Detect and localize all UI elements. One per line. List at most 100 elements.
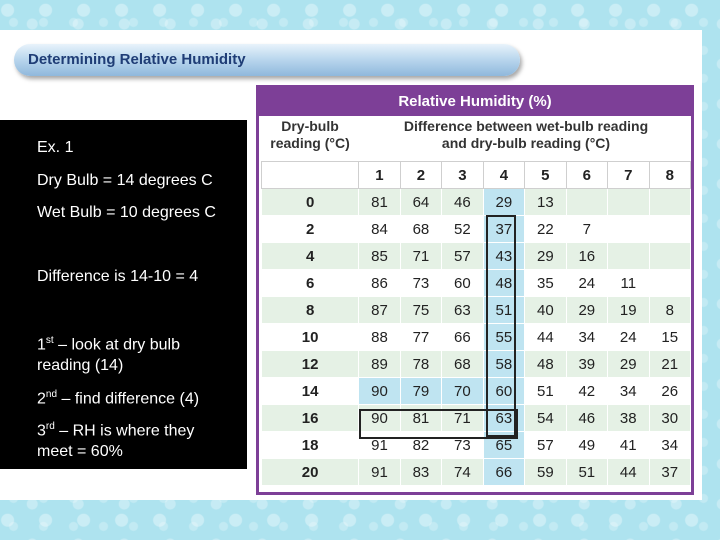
humidity-cell: 29 [482, 188, 526, 216]
difference-header-line-2: and dry-bulb reading (°C) [441, 135, 611, 151]
column-header: 3 [441, 161, 484, 189]
dry-bulb-header-line-1: Dry-bulb [281, 118, 339, 134]
humidity-cell: 60 [482, 377, 526, 405]
humidity-cell: 29 [565, 296, 609, 324]
humidity-cell: 11 [607, 269, 650, 297]
dry-bulb-cell: 20 [260, 458, 360, 486]
humidity-cell: 30 [648, 404, 691, 432]
humidity-cell [648, 188, 691, 216]
table-title: Relative Humidity (%) [259, 88, 691, 116]
humidity-cell: 88 [358, 323, 401, 351]
dry-bulb-header-line-2: reading (°C) [270, 135, 350, 151]
dry-bulb-cell: 8 [260, 296, 360, 324]
title-banner: Determining Relative Humidity [14, 44, 520, 76]
humidity-cell: 90 [358, 377, 401, 405]
humidity-cell: 26 [648, 377, 691, 405]
humidity-cell: 43 [482, 242, 526, 270]
humidity-cell: 42 [565, 377, 609, 405]
humidity-cell: 51 [565, 458, 609, 486]
humidity-cell: 84 [358, 215, 401, 243]
humidity-cell: 66 [441, 323, 484, 351]
humidity-cell [607, 242, 650, 270]
humidity-cell: 46 [565, 404, 609, 432]
step-3-ordinal: rd [45, 421, 55, 432]
humidity-cell: 73 [399, 269, 443, 297]
column-header: 7 [607, 161, 650, 189]
table-row: 16 90 81 71 63 54 46 38 30 [260, 404, 691, 432]
humidity-cell: 82 [399, 431, 443, 459]
humidity-cell: 70 [441, 377, 484, 405]
humidity-cell: 37 [482, 215, 526, 243]
humidity-cell: 19 [607, 296, 650, 324]
humidity-table: 1 2 3 4 5 6 7 8 0 81 64 46 29 13 2 84 68 52 37 22 7 4 85 71 57 43… [260, 161, 691, 486]
example-textbox: Ex. 1 Dry Bulb = 14 degrees C Wet Bulb =… [0, 120, 247, 469]
dry-bulb-cell: 4 [260, 242, 360, 270]
step-3-description-2: meet = 60% [37, 443, 123, 461]
humidity-cell: 51 [482, 296, 526, 324]
humidity-cell: 77 [399, 323, 443, 351]
humidity-cell: 54 [524, 404, 567, 432]
dry-bulb-cell: 16 [260, 404, 360, 432]
step-2-text: 2nd – find difference (4) [37, 384, 199, 409]
humidity-cell: 83 [399, 458, 443, 486]
humidity-cell: 57 [441, 242, 484, 270]
table-row: 0 81 64 46 29 13 [260, 188, 691, 216]
humidity-cell: 71 [399, 242, 443, 270]
banner-title: Determining Relative Humidity [28, 51, 246, 68]
step-1-description: – look at dry bulb [53, 336, 180, 354]
humidity-cell: 79 [399, 377, 443, 405]
humidity-cell: 68 [441, 350, 484, 378]
humidity-cell: 24 [607, 323, 650, 351]
step-1-number: 1 [37, 336, 46, 354]
humidity-cell: 91 [358, 458, 401, 486]
difference-text: Difference is 14-10 = 4 [37, 268, 199, 285]
humidity-cell: 78 [399, 350, 443, 378]
humidity-cell: 60 [441, 269, 484, 297]
humidity-cell: 44 [607, 458, 650, 486]
humidity-cell: 55 [482, 323, 526, 351]
humidity-cell: 38 [607, 404, 650, 432]
humidity-cell: 48 [524, 350, 567, 378]
humidity-cell: 41 [607, 431, 650, 459]
dry-bulb-header: Dry-bulb reading (°C) [261, 118, 359, 152]
humidity-cell: 34 [648, 431, 691, 459]
humidity-cell: 81 [399, 404, 443, 432]
column-header: 8 [648, 161, 691, 189]
humidity-cell: 39 [565, 350, 609, 378]
humidity-cell: 87 [358, 296, 401, 324]
humidity-cell: 35 [524, 269, 567, 297]
corner-cell [260, 161, 360, 189]
humidity-cell: 57 [524, 431, 567, 459]
humidity-cell: 34 [565, 323, 609, 351]
dry-bulb-cell: 18 [260, 431, 360, 459]
step-3-text: 3rd – RH is where they meet = 60% [37, 416, 194, 462]
step-3-description: – RH is where they [54, 422, 195, 440]
humidity-cell: 63 [482, 404, 526, 432]
dry-bulb-cell: 2 [260, 215, 360, 243]
table-row: 8 87 75 63 51 40 29 19 8 [260, 296, 691, 324]
humidity-cell [648, 242, 691, 270]
example-label: Ex. 1 [37, 139, 74, 156]
humidity-cell: 37 [648, 458, 691, 486]
humidity-cell: 68 [399, 215, 443, 243]
humidity-cell [607, 188, 650, 216]
step-2-ordinal: nd [45, 389, 58, 400]
humidity-cell: 91 [358, 431, 401, 459]
humidity-cell: 24 [565, 269, 609, 297]
humidity-cell: 16 [565, 242, 609, 270]
humidity-cell [565, 188, 609, 216]
slide: Determining Relative Humidity Ex. 1 Dry … [0, 30, 702, 500]
humidity-cell: 63 [441, 296, 484, 324]
column-header: 2 [399, 161, 443, 189]
column-header: 4 [482, 161, 526, 189]
dry-bulb-cell: 12 [260, 350, 360, 378]
table-row: 2 84 68 52 37 22 7 [260, 215, 691, 243]
table-row: 18 91 82 73 65 57 49 41 34 [260, 431, 691, 459]
humidity-cell: 58 [482, 350, 526, 378]
step-2-number: 2 [37, 390, 46, 408]
humidity-cell: 15 [648, 323, 691, 351]
dry-bulb-cell: 6 [260, 269, 360, 297]
humidity-cell: 66 [482, 458, 526, 486]
table-row: 10 88 77 66 55 44 34 24 15 [260, 323, 691, 351]
